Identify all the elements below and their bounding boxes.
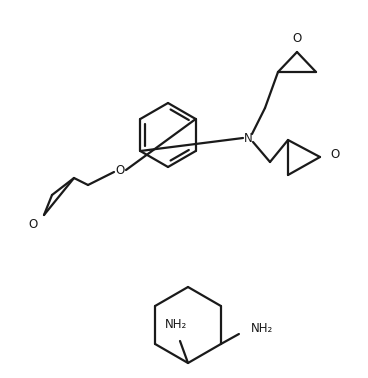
Text: O: O [292,31,302,45]
Text: NH₂: NH₂ [165,318,187,331]
Text: NH₂: NH₂ [251,322,273,336]
Text: N: N [244,132,252,144]
Text: O: O [116,164,125,177]
Text: O: O [28,218,38,231]
Text: O: O [330,149,340,161]
